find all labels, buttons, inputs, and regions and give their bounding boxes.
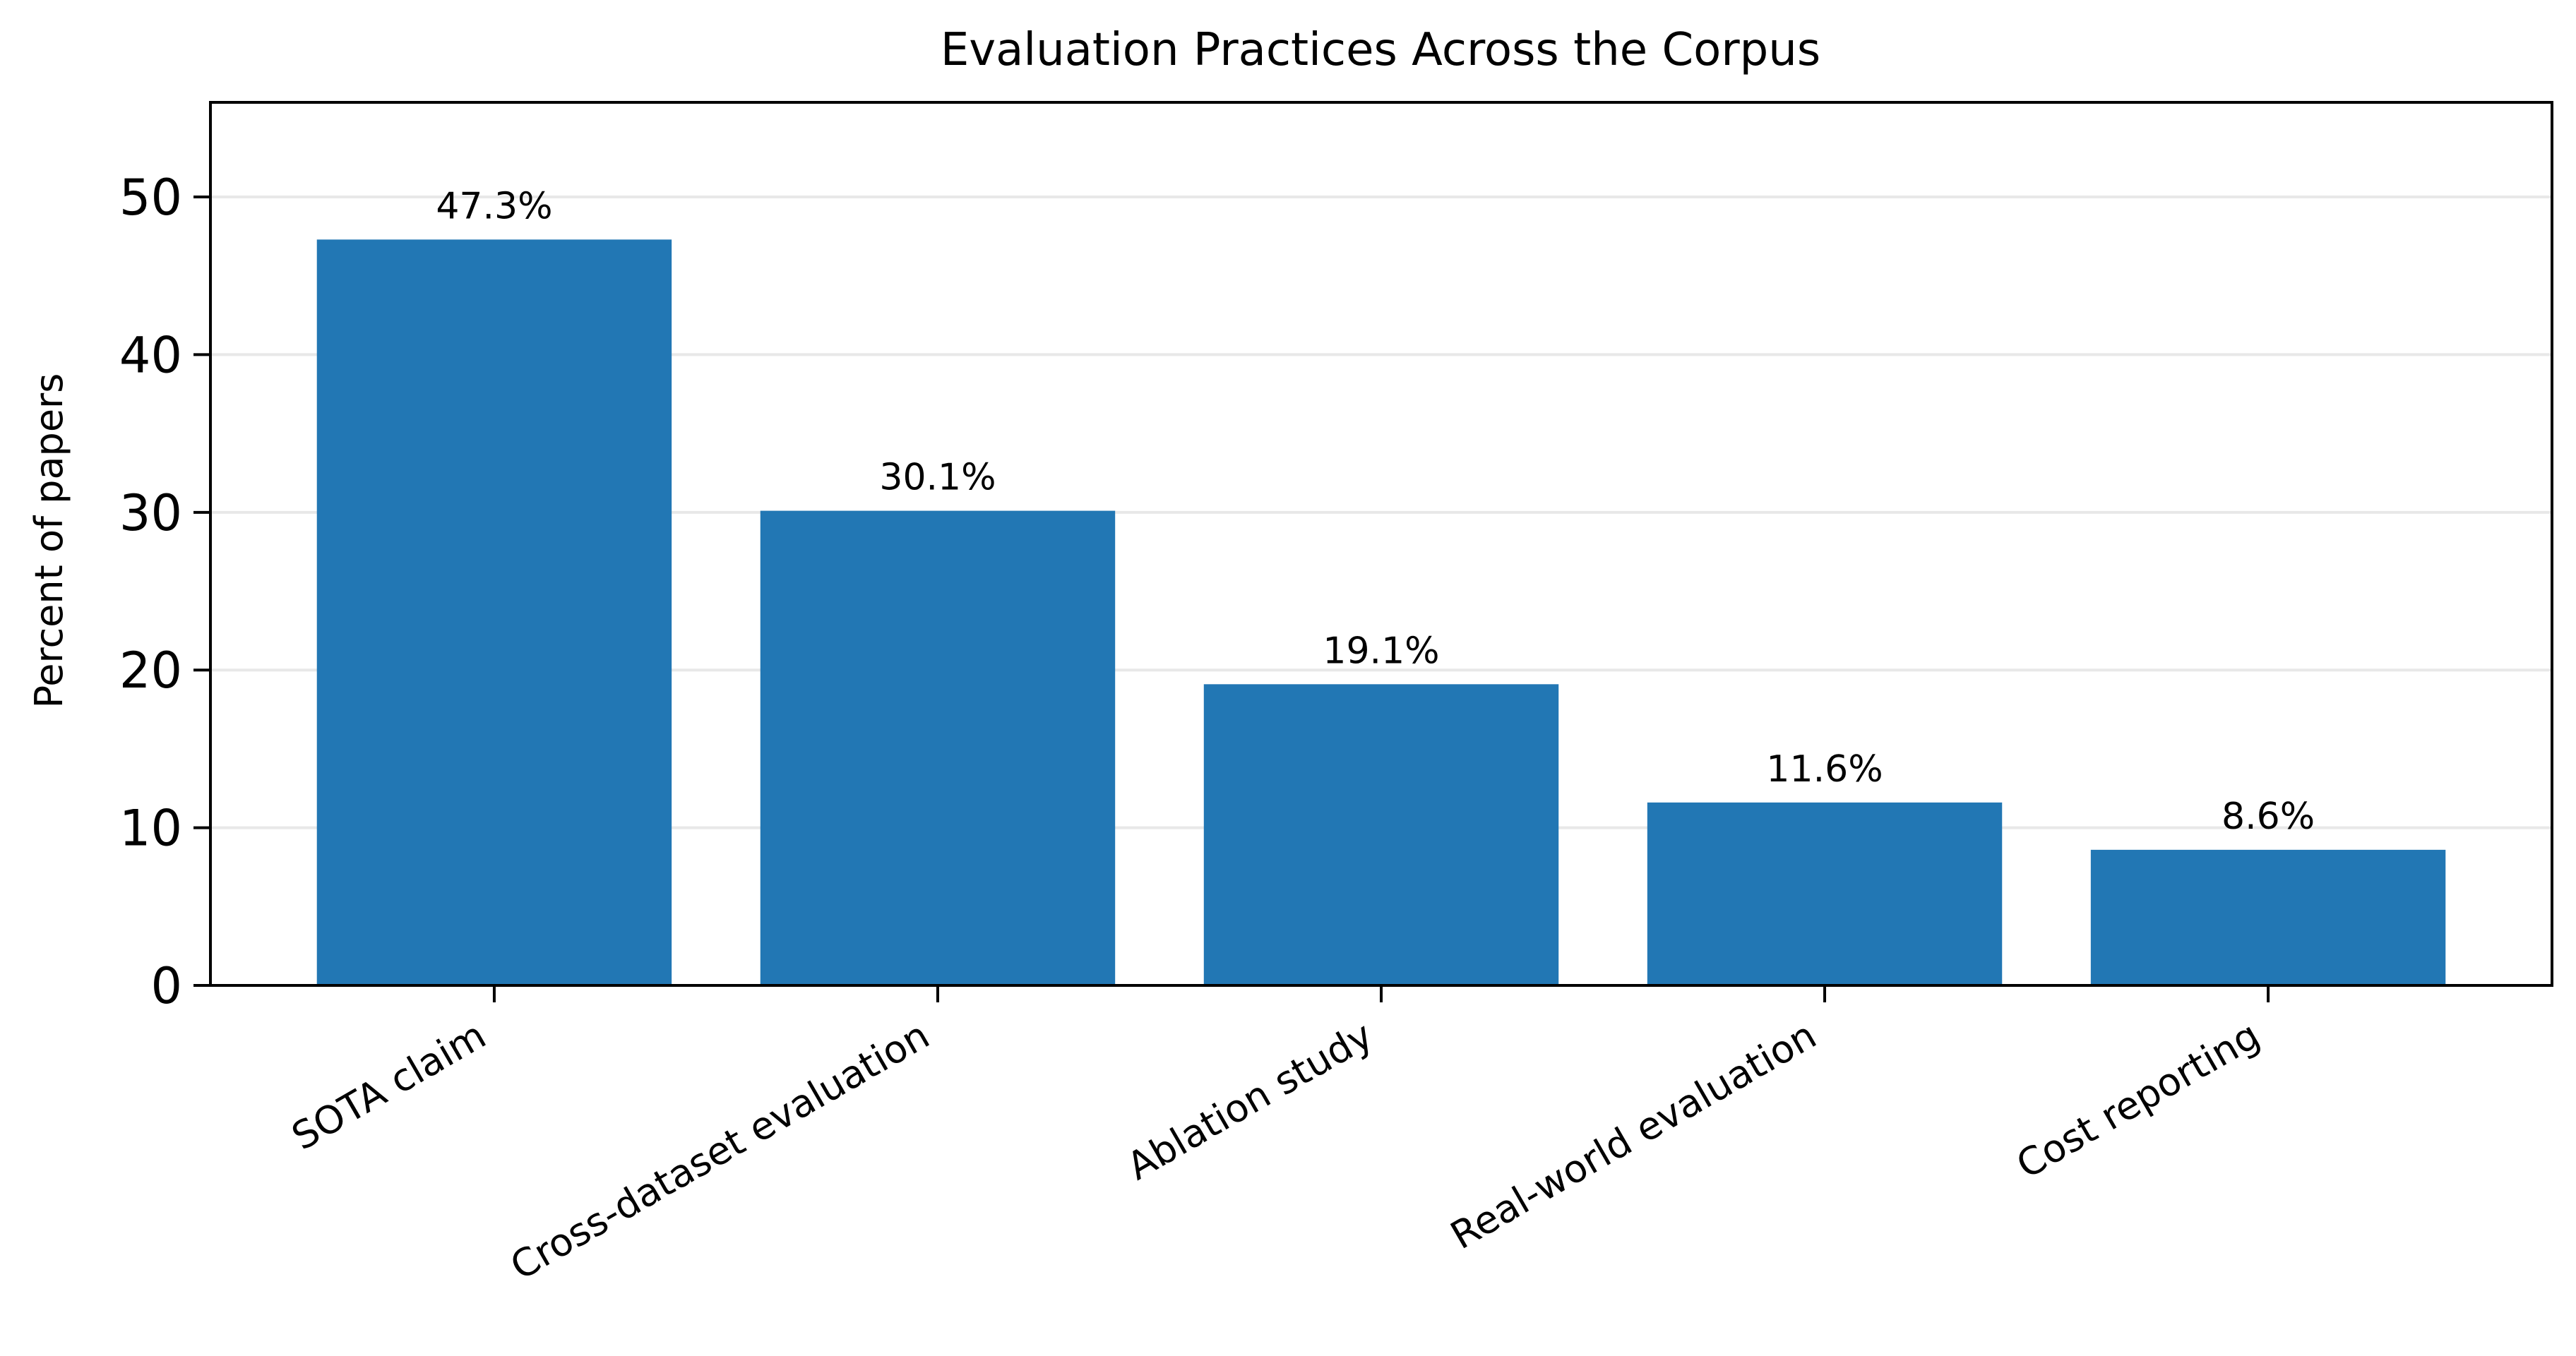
- data-label: 47.3%: [436, 185, 552, 227]
- y-tick-label: 20: [119, 642, 182, 700]
- bar: [1203, 684, 1559, 985]
- x-tick-label: Cross-dataset evaluation: [503, 1013, 936, 1289]
- x-tick-label: Ablation study: [1120, 1013, 1381, 1189]
- bars: [316, 239, 2446, 985]
- bar: [316, 239, 672, 985]
- data-label: 30.1%: [879, 457, 996, 499]
- data-label: 19.1%: [1323, 630, 1439, 672]
- data-label: 11.6%: [1766, 748, 1883, 791]
- x-tick-label: Real-world evaluation: [1443, 1013, 1824, 1258]
- y-tick-label: 30: [119, 484, 182, 542]
- x-tick-label: Cost reporting: [2009, 1013, 2267, 1187]
- y-tick-label: 40: [119, 326, 182, 384]
- data-labels: 47.3% 30.1% 19.1% 11.6% 8.6%: [436, 185, 2315, 838]
- bar: [2090, 849, 2446, 985]
- y-tick-label: 50: [119, 169, 182, 227]
- chart-title: Evaluation Practices Across the Corpus: [941, 24, 1820, 76]
- bar: [760, 510, 1116, 985]
- y-tick-label: 10: [119, 800, 182, 858]
- y-axis-label: Percent of papers: [27, 373, 71, 709]
- x-tick-label: SOTA claim: [285, 1013, 494, 1159]
- bar: [1647, 802, 2003, 985]
- y-tick-label: 0: [150, 957, 182, 1015]
- data-label: 8.6%: [2222, 796, 2315, 838]
